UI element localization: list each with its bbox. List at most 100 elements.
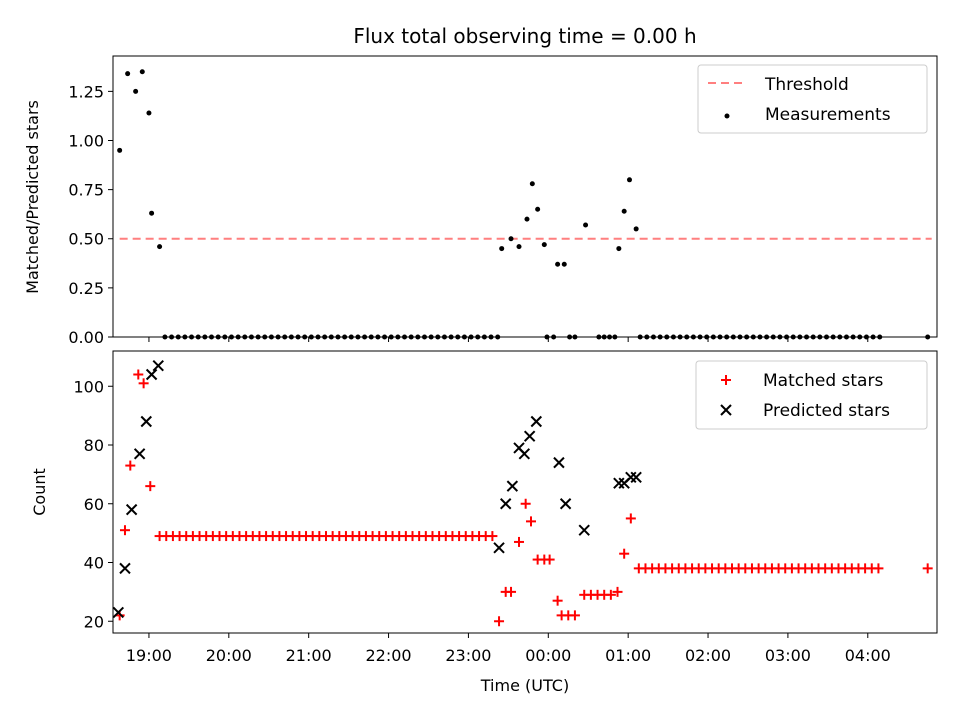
matched-point <box>544 554 555 565</box>
predicted-point <box>152 359 164 372</box>
predicted-point <box>506 480 519 492</box>
measurement-point <box>529 181 535 187</box>
ratio-panel: 0.00 0.25 0.50 0.75 1.00 1.25 Matched/Predict… <box>23 55 938 347</box>
x-tick-label: 04:00 <box>845 646 891 665</box>
predicted-point <box>523 430 536 442</box>
marker-stroke <box>140 415 152 428</box>
x-tick-label: 23:00 <box>445 646 491 665</box>
legend-threshold-label: Threshold <box>764 75 849 95</box>
x-tick-label: 00:00 <box>525 646 571 665</box>
legend-predicted-swatch <box>720 404 732 416</box>
measurement-point <box>524 216 530 222</box>
marker-stroke <box>523 430 536 442</box>
measurement-point <box>621 208 627 214</box>
matched-point <box>619 548 630 559</box>
marker-stroke <box>499 498 512 510</box>
y-tick-label: 0.75 <box>68 181 104 200</box>
marker-stroke <box>559 498 572 510</box>
predicted-point <box>499 498 512 510</box>
x-tick-label: 21:00 <box>286 646 332 665</box>
measurement-point <box>626 177 632 183</box>
matched-point <box>612 586 623 597</box>
marker-stroke <box>119 562 131 575</box>
measurement-point <box>133 88 139 94</box>
y-tick-label: 1.00 <box>68 131 104 150</box>
predicted-point <box>625 471 637 484</box>
matched-point <box>569 610 580 621</box>
measurement-point <box>535 206 541 212</box>
measurement-point <box>516 244 522 250</box>
legend-matched-swatch <box>721 375 731 385</box>
marker-stroke <box>553 456 565 469</box>
marker-stroke <box>578 524 590 536</box>
marker-stroke <box>133 448 146 460</box>
x-tick-label: 20:00 <box>206 646 252 665</box>
predicted-point <box>133 448 146 460</box>
matched-point <box>625 513 636 524</box>
matched-point <box>506 586 517 597</box>
measurement-point <box>508 236 514 242</box>
y-tick-label: 40 <box>84 554 104 573</box>
matched-point <box>525 516 536 527</box>
matched-point <box>138 378 149 389</box>
matched-point <box>552 595 563 606</box>
predicted-point <box>559 498 572 510</box>
measurement-point <box>583 222 589 228</box>
y-tick-label: 0.50 <box>68 230 104 249</box>
predicted-point <box>145 368 158 381</box>
predicted-point <box>140 415 152 428</box>
top-ylabel: Matched/Predicted stars <box>23 100 42 294</box>
measurement-point <box>561 261 567 267</box>
marker-stroke <box>506 480 519 492</box>
predicted-point <box>553 456 565 469</box>
matched-point <box>119 525 130 536</box>
chart-title: Flux total observing time = 0.00 h <box>353 24 696 48</box>
legend-matched-label: Matched stars <box>763 371 883 391</box>
predicted-point <box>112 606 125 619</box>
top-legend: Threshold Measurements <box>697 64 928 134</box>
x-axis-label: Time (UTC) <box>480 676 569 695</box>
count-panel: 20 40 60 80 100 19:00 20:00 21:00 22:00 23:00 00:… <box>30 350 938 695</box>
x-tick-label: 01:00 <box>605 646 651 665</box>
predicted-point <box>119 562 131 575</box>
marker-stroke <box>152 359 164 372</box>
y-tick-label: 80 <box>84 436 104 455</box>
marker-stroke <box>518 448 531 460</box>
x-tick-label: 02:00 <box>685 646 731 665</box>
marker-stroke <box>145 368 158 381</box>
measurement-point <box>149 210 155 216</box>
bottom-legend: Matched stars Predicted stars <box>695 360 928 430</box>
matched-point <box>133 369 144 380</box>
marker-stroke <box>125 503 138 516</box>
legend-measurement-label: Measurements <box>765 105 891 125</box>
x-tick-label: 03:00 <box>765 646 811 665</box>
x-tick-label: 22:00 <box>365 646 411 665</box>
measurement-point <box>633 226 639 232</box>
y-tick-label: 60 <box>84 495 104 514</box>
measurement-point <box>157 244 163 250</box>
legend-measurement-swatch <box>724 113 730 119</box>
measurement-point <box>555 261 561 267</box>
measurement-point <box>146 110 152 116</box>
bottom-ylabel: Count <box>30 468 49 516</box>
count-points <box>112 359 933 627</box>
matched-point <box>520 498 531 509</box>
matched-point <box>514 536 525 547</box>
measurement-point <box>139 69 145 75</box>
marker-stroke <box>112 606 125 619</box>
measurement-point <box>117 147 123 153</box>
measurement-point <box>499 246 505 252</box>
predicted-point <box>518 448 531 460</box>
legend-predicted-label: Predicted stars <box>763 401 890 421</box>
y-tick-label: 100 <box>73 377 104 396</box>
predicted-point <box>125 503 138 516</box>
matched-point <box>873 563 884 574</box>
matched-point <box>605 589 616 600</box>
x-tick-label: 19:00 <box>126 646 172 665</box>
predicted-point <box>630 471 642 484</box>
y-tick-label: 0.00 <box>68 328 104 347</box>
predicted-point <box>578 524 590 536</box>
marker-stroke <box>630 471 642 484</box>
matched-point <box>487 531 498 542</box>
